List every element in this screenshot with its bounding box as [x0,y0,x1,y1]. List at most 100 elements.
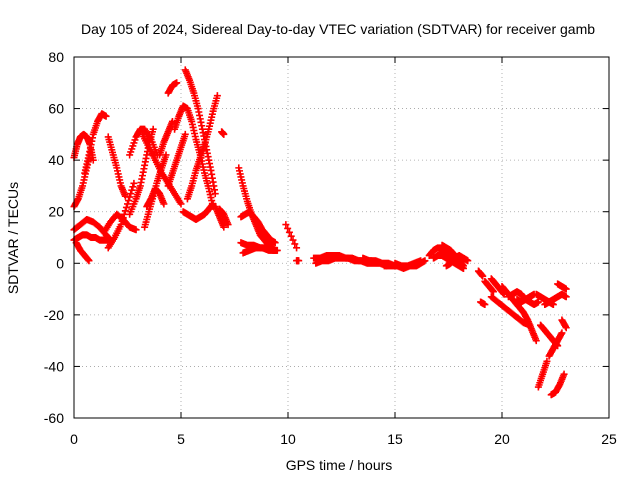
data-point [289,236,297,244]
y-tick-label: -60 [44,410,64,426]
data-point [126,193,134,201]
data-point [213,92,221,100]
plot-area [73,56,610,419]
series-arc-52 [545,329,566,360]
series-arc-44 [487,293,534,329]
data-point [489,288,497,296]
data-point [417,257,425,265]
y-tick-label: -20 [44,307,64,323]
series-arc-06 [72,239,93,265]
y-tick-label: -40 [44,358,64,374]
data-point [464,257,472,265]
data-point [481,301,489,309]
data-point [129,183,137,191]
data-point [118,217,126,225]
data-point [271,239,279,247]
series-arc-42 [481,277,497,296]
data-point [285,228,293,236]
data-point [162,151,170,159]
data-point [291,240,299,248]
series-arc-05 [70,231,112,244]
data-series [70,66,570,399]
data-point [220,130,228,138]
data-point [562,293,570,301]
data-point [532,337,540,345]
series-arc-26 [237,208,279,247]
tick-labels: 0 5 10 15 20 25 -60 -40 -20 0 20 40 60 80 [44,49,617,447]
series-arc-47 [513,290,538,306]
series-arc-24 [218,128,228,138]
data-point [119,214,127,222]
x-axis-title: GPS time / hours [286,457,393,473]
chart-title: Day 105 of 2024, Sidereal Day-to-day VTE… [81,21,595,37]
series-arc-39 [442,252,472,270]
y-tick-label: 0 [56,255,64,271]
data-point [125,197,133,205]
data-point [282,221,290,229]
series-arc-21 [164,79,181,97]
series-arc-18 [179,200,217,223]
series-arc-40 [474,267,487,280]
series-arc-54 [554,280,570,293]
data-point [293,244,301,252]
series-arc-23 [216,205,232,229]
data-point [132,226,140,234]
data-point [168,117,176,125]
y-tick-label: 40 [48,152,64,168]
data-point [102,112,110,120]
series-arc-51 [534,357,551,391]
x-tick-label: 20 [494,431,510,447]
data-point [130,179,138,187]
series-arc-55 [558,316,570,332]
data-point [534,298,542,306]
grid [74,57,609,418]
series-arc-11 [126,125,157,218]
data-point [271,246,279,254]
data-point [149,125,157,133]
x-tick-label: 0 [70,431,78,447]
series-arc-28 [239,244,279,257]
data-point [295,257,303,265]
series-arc-17 [171,102,217,211]
axis-ticks [73,56,610,419]
series-arc-14 [143,185,168,211]
data-point [224,221,232,229]
series-arc-35 [391,257,425,270]
series-arc-41 [477,298,489,309]
data-point [124,200,131,208]
data-point [459,262,467,270]
x-tick-label: 10 [280,431,296,447]
data-point [560,370,568,378]
data-point [160,200,168,208]
data-point [562,285,570,293]
x-tick-label: 15 [387,431,403,447]
data-point [128,186,136,194]
series-arc-07 [104,133,129,200]
data-point [177,200,185,208]
x-tick-label: 25 [601,431,617,447]
data-point [85,257,93,265]
series-arc-02 [81,110,110,177]
series-arc-50 [541,290,570,309]
data-point [121,192,129,200]
data-point [87,146,95,154]
data-point [562,324,570,332]
series-arc-09 [104,179,138,252]
series-arc-30 [293,257,303,265]
data-point [117,221,125,229]
x-tick-label: 5 [177,431,185,447]
data-point [543,357,551,365]
data-point [287,232,295,240]
data-point [220,223,228,231]
data-point [127,190,135,198]
series-arc-16 [164,130,189,190]
data-point [121,207,129,215]
data-point [89,156,97,164]
data-point [173,79,181,87]
data-point [181,130,189,138]
series-arc-20 [181,66,219,198]
data-point [284,224,292,232]
data-point [122,203,130,211]
y-tick-label: 60 [48,101,64,117]
